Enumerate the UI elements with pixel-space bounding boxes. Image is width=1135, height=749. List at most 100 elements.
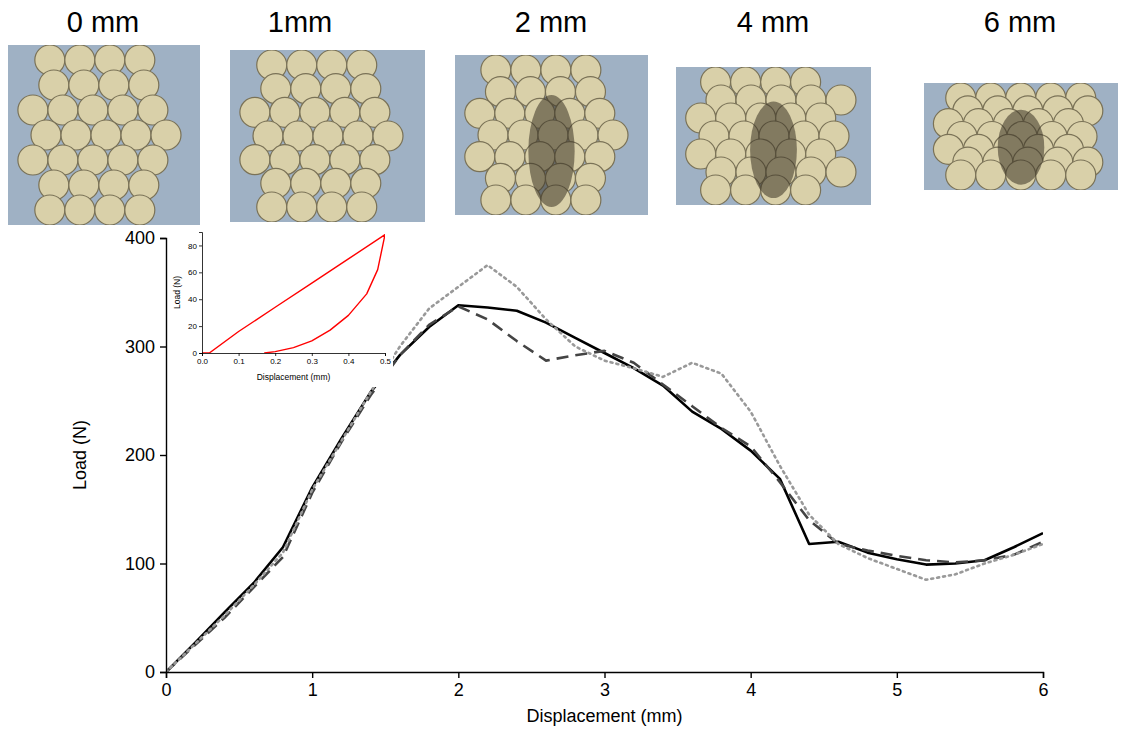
tick-label: 1 (308, 680, 318, 700)
tick: 6 (1038, 672, 1048, 700)
tick: 4 (746, 672, 756, 700)
sphere (946, 160, 976, 190)
photo-panel (455, 55, 648, 215)
sphere (95, 195, 125, 225)
photo-background (230, 50, 425, 222)
tick-mark (199, 353, 202, 354)
tick: 0.1 (234, 353, 246, 366)
y-axis: 0 100 200 300 400 (125, 228, 167, 682)
tick-mark (385, 353, 386, 356)
figure: 0 mm1mm2 mm4 mm6 mm01234560100200300400D… (0, 0, 1135, 749)
sphere (240, 145, 270, 175)
tick: 0 (145, 662, 166, 682)
tick-mark (239, 353, 240, 356)
sphere (826, 157, 856, 187)
photo-label: 0 mm (67, 6, 140, 38)
tick-mark (312, 672, 313, 678)
sphere (257, 192, 287, 222)
tick: 20 (188, 322, 202, 331)
tick-mark (160, 346, 166, 347)
tick: 0.5 (380, 353, 392, 366)
tick: 0 (193, 349, 202, 358)
axis-line (203, 354, 386, 357)
y-axis: 0 20 40 60 80 (188, 233, 202, 359)
photo-label: 6 mm (984, 6, 1057, 38)
tick: 0.0 (197, 353, 209, 366)
tick: 0 (161, 672, 171, 700)
sphere (287, 192, 317, 222)
tick: 300 (125, 337, 166, 357)
axis-line (160, 239, 167, 673)
x-axis: 0.0 0.1 0.2 0.3 0.4 0.5 (197, 353, 392, 366)
sphere (317, 192, 347, 222)
tick-label: 0.4 (343, 357, 355, 366)
series-line (202, 235, 385, 353)
tick-mark (750, 672, 751, 678)
tick-label: 0.3 (307, 357, 319, 366)
photo-panel (8, 45, 200, 225)
tick-label: 4 (746, 680, 756, 700)
inset-chart: 0.0 0.1 0.2 0.3 0.4 0.5 0 20 40 60 80 Displacement … (172, 228, 393, 387)
photo-background (8, 45, 200, 225)
tick-mark (1043, 672, 1044, 678)
tick-mark (199, 299, 202, 300)
tick-mark (458, 672, 459, 678)
tick-label: 300 (125, 337, 155, 357)
tick-mark (348, 353, 349, 356)
tick: 1 (308, 672, 318, 700)
sphere (481, 185, 511, 215)
tick-mark (199, 272, 202, 273)
tick-mark (160, 238, 166, 239)
tick-mark (160, 455, 166, 456)
sphere (791, 175, 821, 205)
tick: 100 (125, 554, 166, 574)
x-axis: 0 1 2 3 4 5 6 (161, 672, 1048, 700)
tick-mark (160, 672, 166, 673)
axis-line (167, 673, 1044, 679)
photo-panel (924, 83, 1118, 190)
tick-label: 100 (125, 554, 155, 574)
tick: 60 (188, 268, 202, 277)
sphere (1066, 160, 1096, 190)
tick: 2 (454, 672, 464, 700)
sphere (18, 145, 48, 175)
tick-label: 0.5 (380, 357, 392, 366)
tick-label: 3 (600, 680, 610, 700)
tick-label: 20 (188, 322, 197, 331)
inset-background (172, 228, 393, 387)
photo-background (924, 83, 1118, 190)
y-axis-title: Load (N) (70, 420, 90, 490)
tick-mark (275, 353, 276, 356)
tick-mark (604, 672, 605, 678)
sphere (65, 195, 95, 225)
tick-label: 400 (125, 228, 155, 248)
tick-mark (897, 672, 898, 678)
tick-label: 80 (188, 242, 197, 251)
tick: 0.3 (307, 353, 319, 366)
main-chart: 01234560100200300400Displacement (mm)Loa… (70, 228, 1049, 726)
tick-label: 0.2 (270, 357, 282, 366)
tick: 0.4 (343, 353, 355, 366)
tick-label: 40 (188, 295, 197, 304)
photo-background (676, 67, 871, 205)
photo-label: 4 mm (737, 6, 810, 38)
tick-label: 6 (1038, 680, 1048, 700)
sphere (347, 192, 377, 222)
photo-label: 1mm (268, 6, 332, 38)
x-axis-title: Displacement (mm) (526, 706, 682, 726)
tick-mark (199, 326, 202, 327)
tick-label: 0 (145, 662, 155, 682)
photo-shadow (528, 95, 574, 207)
tick: 200 (125, 445, 166, 465)
axis-line (199, 233, 203, 354)
x-axis-title: Displacement (mm) (257, 372, 331, 382)
tick: 5 (892, 672, 902, 700)
sphere (35, 195, 65, 225)
tick-label: 0 (161, 680, 171, 700)
tick-mark (312, 353, 313, 356)
tick: 3 (600, 672, 610, 700)
tick-label: 2 (454, 680, 464, 700)
tick: 0.2 (270, 353, 282, 366)
tick-label: 5 (892, 680, 902, 700)
tick-label: 0 (193, 349, 198, 358)
